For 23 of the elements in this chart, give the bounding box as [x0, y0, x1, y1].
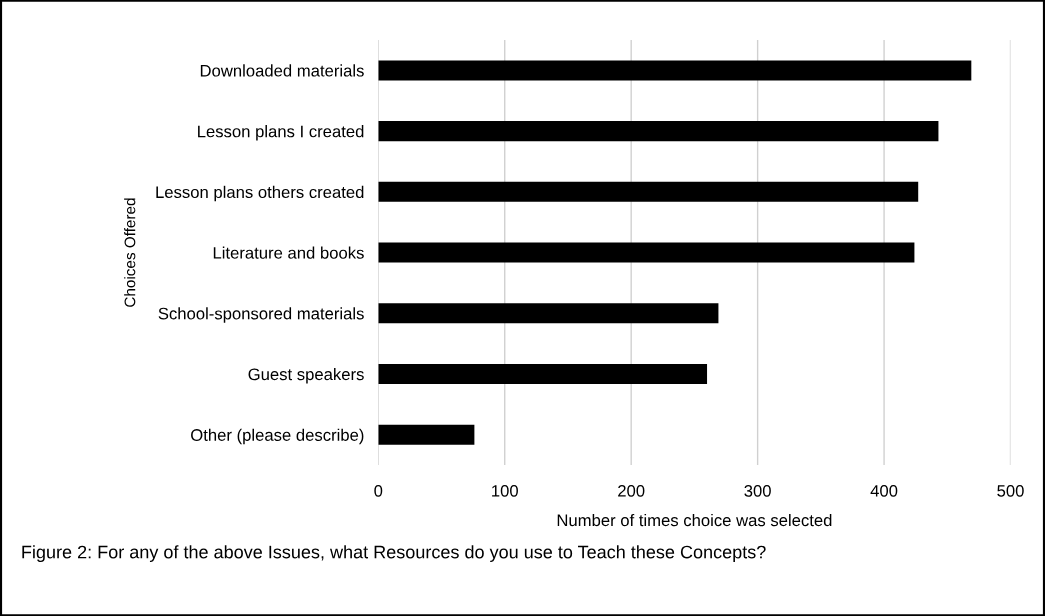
- y-tick-label: Other (please describe): [191, 428, 364, 445]
- y-tick-label: Lesson plans I created: [198, 125, 364, 141]
- y-tick-label: Downloaded materials: [200, 64, 364, 77]
- x-tick-label: 400: [870, 484, 898, 497]
- caption: Figure 2: For any of the above Issues, what Resources do you use to Teach these Concepts?: [22, 545, 766, 562]
- y-tick-label: Lesson plans others created: [156, 185, 364, 202]
- x-tick-label: 200: [618, 484, 645, 497]
- bar: [378, 303, 719, 324]
- y-tick-label: School-sponsored materials: [158, 307, 364, 323]
- bar: [378, 424, 475, 445]
- x-tick-label: 300: [744, 484, 771, 497]
- bar: [378, 363, 708, 385]
- bar: [378, 60, 972, 81]
- bar: [378, 242, 915, 263]
- x-tick-label: 0: [374, 484, 383, 497]
- x-tick-label: 100: [492, 484, 518, 497]
- y-tick-label: Guest speakers: [248, 367, 364, 384]
- y-tick-label: Literature and books: [213, 246, 364, 259]
- y-axis-title: Choices Offered: [124, 198, 136, 307]
- x-axis-title: Number of times choice was selected: [557, 513, 832, 527]
- bar: [378, 181, 919, 202]
- x-tick-label: 500: [997, 484, 1024, 497]
- bar: [378, 121, 939, 142]
